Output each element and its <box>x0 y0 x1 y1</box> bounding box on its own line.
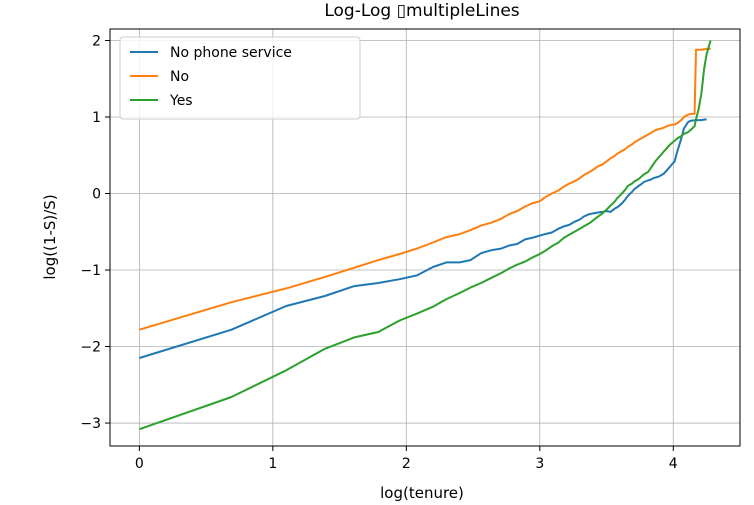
legend-box <box>119 36 361 120</box>
x-tick-label: 2 <box>402 456 411 472</box>
y-tick-label: 0 <box>92 187 101 203</box>
x-tick-label: 3 <box>535 456 544 472</box>
series-line-2 <box>139 40 712 431</box>
y-tick-label: 1 <box>92 110 101 126</box>
x-tick-label: 1 <box>268 456 277 472</box>
y-tick-label: 2 <box>92 33 101 49</box>
x-tick-label: 0 <box>135 456 144 472</box>
series-line-0 <box>139 118 707 359</box>
series-line-1 <box>139 47 711 331</box>
legend-label-0: No phone service <box>170 45 292 61</box>
x-axis-label: log(tenure) <box>380 484 464 502</box>
x-tick-label: 4 <box>669 456 678 472</box>
x-axis-ticks: 0 1 2 3 4 <box>135 446 678 472</box>
y-tick-label: −2 <box>80 340 101 356</box>
chart-title: Log-Log ▯multipleLines <box>324 1 519 21</box>
y-axis-ticks: −3 −2 −1 0 1 2 <box>80 33 110 432</box>
legend-label-2: Yes <box>169 93 193 109</box>
series-lines <box>139 40 712 431</box>
y-axis-label: log((1-S)/S) <box>41 194 59 279</box>
y-tick-label: −3 <box>80 416 101 432</box>
y-tick-label: −1 <box>80 263 101 279</box>
plot-area-frame <box>109 28 741 447</box>
legend-label-1: No <box>170 69 189 85</box>
legend: No phone service No Yes <box>119 36 361 120</box>
